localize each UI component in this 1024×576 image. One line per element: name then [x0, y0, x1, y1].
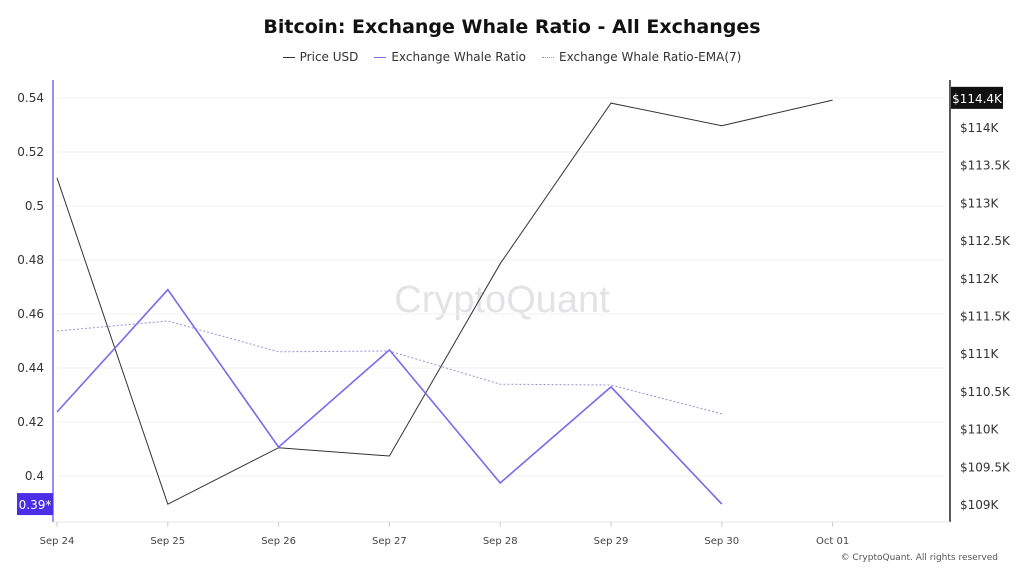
left-tick-label: 0.5 [25, 199, 44, 213]
legend-item-whale-ratio[interactable]: Exchange Whale Ratio [374, 50, 526, 64]
x-tick-label: Sep 28 [483, 536, 518, 547]
x-tick-label: Sep 26 [261, 536, 296, 547]
x-tick-label: Sep 24 [40, 536, 75, 547]
left-tick-label: 0.44 [17, 361, 44, 375]
left-current-badge [17, 493, 53, 516]
right-tick-label: $110K [960, 423, 1000, 437]
left-tick-label: 0.48 [17, 253, 44, 267]
left-tick-label: 0.42 [17, 415, 44, 429]
right-tick-label: $112.5K [960, 234, 1011, 248]
legend-swatch [542, 56, 555, 58]
left-tick-label: 0.54 [17, 91, 44, 105]
legend-swatch [374, 56, 387, 58]
x-tick-label: Sep 30 [704, 536, 739, 547]
copyright: © CryptoQuant. All rights reserved [840, 553, 998, 563]
right-tick-label: $111K [960, 347, 1000, 361]
right-tick-label: $111.5K [960, 310, 1011, 324]
series-line-exchange-whale-ratio-ema-7- [56, 320, 722, 415]
legend-item-price[interactable]: Price USD [282, 50, 359, 64]
x-tick-label: Oct 01 [816, 536, 849, 547]
left-tick-label: 0.46 [17, 307, 44, 321]
left-tick-label: 0.4 [25, 469, 44, 483]
right-tick-label: $112K [960, 272, 1000, 286]
right-current-badge [951, 86, 1003, 109]
legend: Price USD Exchange Whale Ratio Exchange … [0, 50, 1024, 64]
legend-swatch [282, 56, 295, 58]
right-tick-label: $110.5K [960, 385, 1011, 399]
x-tick-label: Sep 25 [150, 536, 185, 547]
right-tick-label: $109.5K [960, 460, 1011, 474]
left-tick-label: 0.52 [17, 145, 44, 159]
right-tick-label: $114K [960, 121, 1000, 135]
right-tick-label: $109K [960, 498, 1000, 512]
right-tick-label: $113K [960, 196, 1000, 210]
right-current-value: $114.4K [952, 92, 1003, 106]
x-tick-label: Sep 29 [594, 536, 629, 547]
x-tick-label: Sep 27 [372, 536, 407, 547]
legend-label: Exchange Whale Ratio [391, 50, 527, 64]
legend-item-ema[interactable]: Exchange Whale Ratio-EMA(7) [542, 50, 741, 64]
left-current-value: 0.39* [19, 498, 52, 512]
watermark: CryptoQuant [394, 279, 610, 321]
legend-label: Exchange Whale Ratio-EMA(7) [559, 50, 742, 64]
legend-label: Price USD [299, 50, 359, 64]
chart-title: Bitcoin: Exchange Whale Ratio - All Exch… [263, 16, 761, 38]
right-tick-label: $113.5K [960, 159, 1011, 173]
series-line-price-usd [56, 99, 833, 505]
